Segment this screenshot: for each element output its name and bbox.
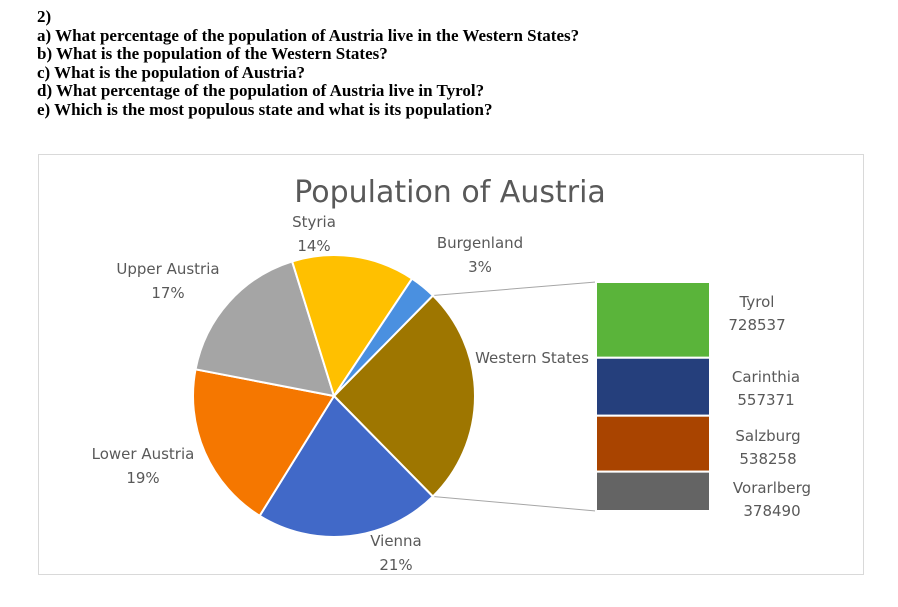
bar-label-name-salzburg: Salzburg <box>735 427 800 445</box>
pie-slice-burgenland <box>333 277 435 397</box>
pie-slice-lower-austria <box>192 368 336 518</box>
pie-label-name-western-states: Western States <box>475 349 589 367</box>
pie-label-value-vienna: 21% <box>379 556 412 574</box>
bar-label-value-vorarlberg: 378490 <box>743 502 800 520</box>
pie-label-name-burgenland: Burgenland <box>437 234 523 252</box>
pie-label-name-styria: Styria <box>292 213 336 231</box>
pie-label-value-upper-austria: 17% <box>151 284 184 302</box>
pie-slice-upper-austria <box>194 260 336 398</box>
bar-segment-carinthia <box>595 356 711 417</box>
question-a: a) What percentage of the population of … <box>37 25 580 45</box>
pie-label-value-styria: 14% <box>297 237 330 255</box>
pie-slice-western-states <box>332 294 476 498</box>
pie-slice-vienna <box>258 394 435 538</box>
connector-line-top <box>432 281 597 297</box>
question-b: b) What is the population of the Western… <box>37 44 388 64</box>
pie-label-value-burgenland: 3% <box>468 258 492 276</box>
question-number: 2) <box>37 7 52 26</box>
connector-line-bottom <box>432 495 597 512</box>
bar-label-value-carinthia: 557371 <box>737 391 794 409</box>
bar-label-value-tyrol: 728537 <box>728 316 785 334</box>
bar-label-value-salzburg: 538258 <box>739 450 796 468</box>
question-block: 2) a) What percentage of the population … <box>37 7 580 120</box>
pie-label-value-lower-austria: 19% <box>126 469 159 487</box>
bar-segment-tyrol <box>595 281 711 359</box>
chart-title: Population of Austria <box>294 175 606 210</box>
bar-label-name-tyrol: Tyrol <box>739 293 775 311</box>
bar-label-name-carinthia: Carinthia <box>732 368 800 386</box>
question-c: c) What is the population of Austria? <box>37 62 305 82</box>
pie-label-name-upper-austria: Upper Austria <box>116 260 219 278</box>
chart-area <box>38 154 864 575</box>
bar-segment-salzburg <box>595 414 711 473</box>
pie-slice-styria <box>290 254 414 399</box>
question-e: e) Which is the most populous state and … <box>37 99 493 119</box>
bar-label-name-vorarlberg: Vorarlberg <box>733 479 811 497</box>
pie-label-name-vienna: Vienna <box>370 532 422 550</box>
bar-segment-vorarlberg <box>595 470 711 513</box>
pie-label-name-lower-austria: Lower Austria <box>92 445 195 463</box>
question-d: d) What percentage of the population of … <box>37 81 485 101</box>
